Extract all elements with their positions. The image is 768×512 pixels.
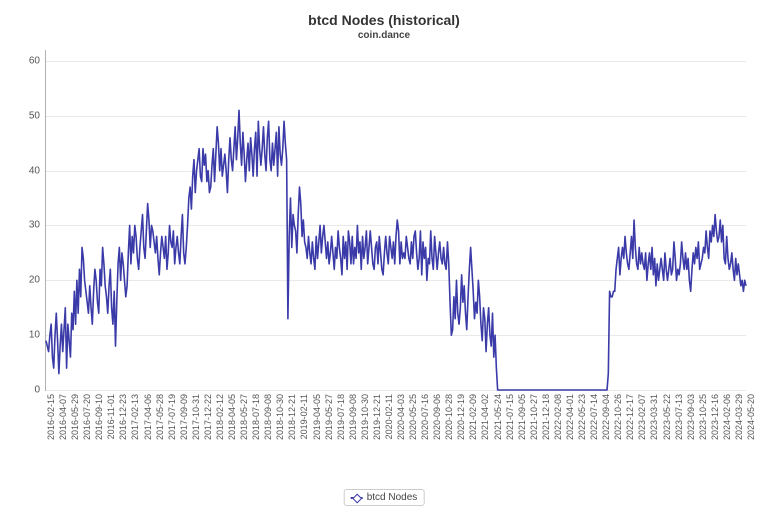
- x-tick-label: 2019-07-18: [336, 394, 346, 440]
- x-tick-label: 2021-04-02: [480, 394, 490, 440]
- x-tick-label: 2023-09-03: [686, 394, 696, 440]
- x-tick-label: 2021-10-27: [529, 394, 539, 440]
- x-tick-label: 2016-02-15: [46, 394, 56, 440]
- x-tick-label: 2024-05-20: [746, 394, 756, 440]
- x-tick-label: 2021-02-09: [468, 394, 478, 440]
- x-tick-label: 2022-02-08: [553, 394, 563, 440]
- chart-subtitle: coin.dance: [0, 30, 768, 41]
- x-tick-label: 2021-09-05: [517, 394, 527, 440]
- y-tick-label: 20: [29, 275, 46, 286]
- x-tick-label: 2016-05-29: [70, 394, 80, 440]
- chart-title: btcd Nodes (historical): [0, 12, 768, 28]
- x-tick-label: 2020-12-19: [456, 394, 466, 440]
- x-tick-label: 2017-12-22: [203, 394, 213, 440]
- x-tick-label: 2023-10-25: [698, 394, 708, 440]
- x-tick-label: 2016-07-20: [82, 394, 92, 440]
- y-tick-label: 40: [29, 165, 46, 176]
- x-tick-label: 2024-03-29: [734, 394, 744, 440]
- x-tick-label: 2018-12-21: [287, 394, 297, 440]
- x-tick-label: 2018-09-08: [263, 394, 273, 440]
- x-tick-label: 2019-04-05: [312, 394, 322, 440]
- x-tick-label: 2018-05-27: [239, 394, 249, 440]
- x-tick-label: 2017-10-31: [191, 394, 201, 440]
- x-tick-label: 2017-02-13: [130, 394, 140, 440]
- legend-label: btcd Nodes: [367, 492, 418, 503]
- y-tick-label: 10: [29, 330, 46, 341]
- legend: btcd Nodes: [344, 489, 425, 506]
- x-tick-label: 2019-02-11: [299, 394, 309, 439]
- x-tick-label: 2016-11-01: [106, 394, 116, 439]
- x-tick-label: 2017-04-06: [143, 394, 153, 440]
- x-tick-label: 2024-02-06: [722, 394, 732, 440]
- x-tick-label: 2018-02-12: [215, 394, 225, 440]
- x-tick-label: 2022-12-17: [625, 394, 635, 440]
- x-tick-label: 2023-07-13: [674, 394, 684, 440]
- x-tick-label: 2020-02-11: [384, 394, 394, 439]
- x-tick-label: 2023-05-22: [662, 394, 672, 440]
- x-tick-label: 2021-07-15: [505, 394, 515, 440]
- x-tick-label: 2021-05-24: [493, 394, 503, 440]
- x-tick-label: 2020-04-03: [396, 394, 406, 440]
- x-tick-label: 2023-03-31: [649, 394, 659, 440]
- x-tick-label: 2018-04-05: [227, 394, 237, 440]
- y-tick-label: 0: [34, 385, 46, 396]
- x-tick-label: 2017-05-28: [155, 394, 165, 440]
- x-tick-label: 2020-05-25: [408, 394, 418, 440]
- x-tick-label: 2023-12-16: [710, 394, 720, 440]
- x-tick-label: 2019-10-30: [360, 394, 370, 440]
- x-tick-label: 2017-07-19: [167, 394, 177, 440]
- y-tick-label: 30: [29, 220, 46, 231]
- x-tick-label: 2019-05-27: [324, 394, 334, 440]
- x-tick-label: 2019-12-21: [372, 394, 382, 440]
- x-tick-label: 2018-10-30: [275, 394, 285, 440]
- x-tick-label: 2022-07-14: [589, 394, 599, 440]
- x-tick-label: 2017-09-09: [179, 394, 189, 440]
- x-tick-label: 2019-09-08: [348, 394, 358, 440]
- y-tick-label: 50: [29, 110, 46, 121]
- x-tick-label: 2020-10-28: [444, 394, 454, 440]
- x-tick-label: 2018-07-18: [251, 394, 261, 440]
- x-tick-label: 2020-09-06: [432, 394, 442, 440]
- x-tick-label: 2016-12-23: [118, 394, 128, 440]
- plot-area: 0102030405060 2016-02-152016-04-072016-0…: [45, 50, 746, 391]
- x-tick-label: 2022-04-01: [565, 394, 575, 440]
- x-tick-label: 2022-10-26: [613, 394, 623, 440]
- x-tick-label: 2022-09-04: [601, 394, 611, 440]
- legend-swatch: [351, 497, 363, 499]
- x-tick-label: 2016-04-07: [58, 394, 68, 440]
- x-tick-label: 2023-02-07: [637, 394, 647, 440]
- y-tick-label: 60: [29, 55, 46, 66]
- line-series: [46, 50, 746, 390]
- chart-container: btcd Nodes (historical) coin.dance 01020…: [0, 0, 768, 512]
- x-tick-label: 2021-12-18: [541, 394, 551, 440]
- x-tick-label: 2016-09-10: [94, 394, 104, 440]
- x-tick-label: 2022-05-23: [577, 394, 587, 440]
- x-tick-label: 2020-07-16: [420, 394, 430, 440]
